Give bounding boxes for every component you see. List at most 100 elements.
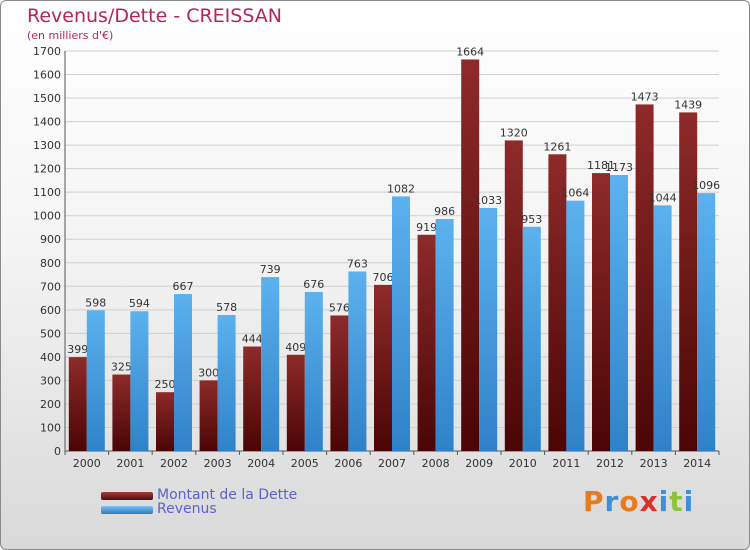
- bar-debt: [679, 112, 698, 451]
- bar-revenue: [348, 271, 367, 451]
- data-label-debt: 409: [285, 341, 306, 354]
- bar-revenue: [261, 277, 280, 451]
- logo-letter: i: [683, 485, 695, 518]
- legend-swatch-debt: [101, 492, 153, 500]
- data-label-revenue: 598: [85, 296, 106, 309]
- y-tick-label: 500: [40, 327, 61, 340]
- x-tick-label: 2005: [291, 457, 319, 470]
- data-label-revenue: 1033: [474, 194, 502, 207]
- bar-revenue: [610, 175, 628, 451]
- data-label-debt: 1439: [674, 98, 702, 111]
- bar-debt: [243, 346, 262, 451]
- bar-revenue: [435, 219, 454, 451]
- y-tick-label: 1100: [33, 186, 61, 199]
- x-tick-label: 2010: [509, 457, 537, 470]
- x-tick-label: 2003: [204, 457, 232, 470]
- data-label-revenue: 1064: [561, 187, 589, 200]
- bar-revenue: [392, 196, 410, 451]
- bar-debt: [199, 380, 218, 451]
- data-label-revenue: 594: [129, 297, 150, 310]
- bar-debt: [374, 284, 392, 451]
- x-tick-label: 2009: [465, 457, 493, 470]
- bar-debt: [461, 59, 480, 452]
- y-tick-label: 1500: [33, 92, 61, 105]
- x-tick-label: 2006: [334, 457, 362, 470]
- bar-revenue: [86, 310, 105, 451]
- bar-debt: [417, 234, 436, 451]
- logo-letter: P: [583, 485, 605, 518]
- data-label-revenue: 953: [521, 213, 542, 226]
- bar-revenue: [174, 294, 192, 451]
- logo-letter: r: [604, 485, 620, 518]
- y-tick-label: 800: [40, 257, 61, 270]
- data-label-debt: 919: [416, 221, 437, 234]
- bar-debt: [548, 154, 567, 451]
- logo-letter: o: [619, 485, 640, 518]
- y-tick-label: 1200: [33, 163, 61, 176]
- legend-swatch-revenue: [101, 506, 153, 514]
- y-tick-label: 700: [40, 280, 61, 293]
- data-label-debt: 1261: [543, 140, 571, 153]
- y-tick-label: 100: [40, 421, 61, 434]
- x-tick-label: 2004: [247, 457, 275, 470]
- data-label-debt: 1664: [456, 45, 484, 58]
- data-label-revenue: 1096: [692, 179, 720, 192]
- data-label-debt: 444: [242, 333, 263, 346]
- bar-debt: [504, 140, 523, 452]
- y-tick-label: 900: [40, 233, 61, 246]
- x-tick-label: 2011: [552, 457, 580, 470]
- data-label-revenue: 739: [260, 263, 281, 276]
- legend-label-revenue: Revenus: [157, 501, 217, 517]
- data-label-debt: 706: [373, 271, 394, 284]
- logo-letter: x: [639, 485, 659, 518]
- data-label-revenue: 578: [216, 301, 237, 314]
- y-tick-label: 400: [40, 351, 61, 364]
- data-label-revenue: 763: [347, 257, 368, 270]
- logo-letter: t: [669, 485, 684, 518]
- bar-revenue: [217, 315, 236, 451]
- bar-revenue: [566, 200, 585, 451]
- bar-revenue: [522, 226, 541, 451]
- data-label-debt: 250: [155, 378, 176, 391]
- x-tick-label: 2000: [73, 457, 101, 470]
- data-label-revenue: 667: [173, 280, 194, 293]
- bar-debt: [68, 357, 87, 451]
- x-tick-label: 2008: [422, 457, 450, 470]
- y-tick-label: 1300: [33, 139, 61, 152]
- data-label-debt: 300: [198, 366, 219, 379]
- x-tick-label: 2002: [160, 457, 188, 470]
- bar-debt: [112, 374, 131, 451]
- data-label-revenue: 1082: [387, 182, 415, 195]
- y-tick-label: 1400: [33, 116, 61, 129]
- bar-revenue: [304, 291, 323, 451]
- bar-revenue: [479, 207, 498, 451]
- chart-subtitle: (en milliers d'€): [27, 29, 114, 42]
- bar-debt: [330, 315, 349, 451]
- data-label-debt: 399: [67, 343, 88, 356]
- bar-debt: [156, 392, 174, 451]
- x-tick-label: 2013: [640, 457, 668, 470]
- data-label-revenue: 1173: [605, 161, 633, 174]
- data-label-debt: 325: [111, 361, 132, 374]
- data-label-debt: 1320: [500, 126, 528, 139]
- data-label-debt: 1473: [631, 90, 659, 103]
- y-tick-label: 1000: [33, 210, 61, 223]
- y-tick-label: 200: [40, 398, 61, 411]
- bar-debt: [592, 173, 610, 451]
- data-label-debt: 1181: [587, 159, 615, 172]
- data-label-revenue: 986: [434, 205, 455, 218]
- x-tick-label: 2001: [116, 457, 144, 470]
- y-tick-label: 600: [40, 304, 61, 317]
- bar-revenue: [130, 311, 149, 451]
- x-tick-label: 2014: [683, 457, 711, 470]
- y-tick-label: 1600: [33, 69, 61, 82]
- logo-letter: i: [658, 485, 670, 518]
- proxiti-logo: Proxiti: [583, 485, 694, 518]
- bar-debt: [635, 104, 654, 451]
- y-tick-label: 0: [54, 445, 61, 458]
- data-label-revenue: 676: [303, 278, 324, 291]
- data-label-debt: 576: [329, 301, 350, 314]
- y-tick-label: 1700: [33, 45, 61, 58]
